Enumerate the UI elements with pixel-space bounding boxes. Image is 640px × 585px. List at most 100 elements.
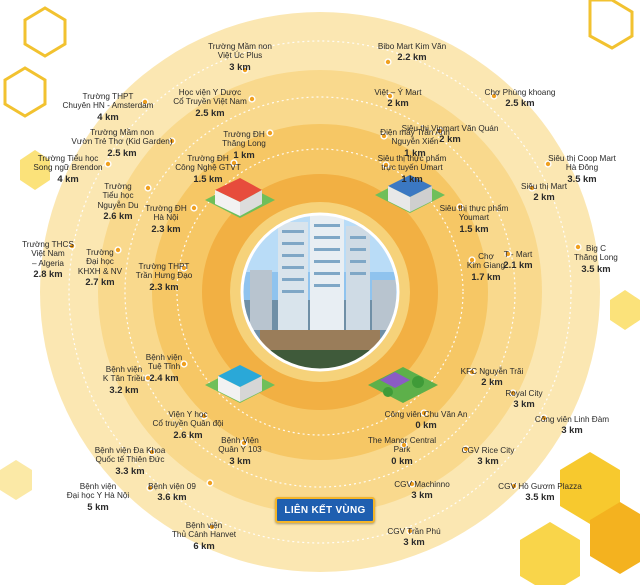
location-label: Công viên Linh Đàm 3 km: [535, 415, 609, 436]
location-dot: [145, 185, 151, 191]
location-label: CGV Rice City 3 km: [462, 446, 515, 467]
location-distance: 3 km: [403, 536, 425, 548]
location-name: Quân Y 103: [218, 445, 262, 455]
location-distance: 3 km: [513, 398, 535, 410]
hexagon-decor-filled: [0, 150, 640, 585]
location-label: Siêu thị Vinmart Văn Quán 2 km: [402, 124, 499, 145]
location-name: Bệnh viện: [105, 365, 143, 374]
location-name: CGV Hồ Gươm Plazza: [498, 482, 582, 491]
location-dot: [383, 162, 389, 168]
location-label: Điện máy Trần Anh Nguyễn Xiển 1 km: [380, 128, 450, 159]
location-markers: [68, 58, 582, 535]
location-label: Trường THCS Việt Nam – Algeria 2.8 km: [22, 240, 74, 280]
location-dot: [207, 480, 213, 486]
location-name: Đại học: [86, 257, 114, 267]
location-dot: [201, 413, 207, 419]
location-distance: 3 km: [477, 455, 499, 467]
location-dot: [545, 161, 551, 167]
location-name: Trường THPT: [82, 92, 134, 101]
location-name: Cổ Truyền Việt Nam: [173, 97, 247, 107]
location-dot: [529, 185, 535, 191]
location-dot: [115, 247, 121, 253]
location-name: CGV Trần Phú: [387, 527, 441, 536]
location-distance: 1 km: [233, 148, 255, 160]
location-dot: [491, 93, 497, 99]
location-dot: [267, 130, 273, 136]
location-name: KFC Nguyễn Trãi: [460, 367, 524, 376]
location-distance: 2.5 km: [505, 97, 535, 109]
location-label: CGV Machinno 3 km: [394, 480, 450, 501]
location-label: Bệnh viện 09 3.6 km: [148, 482, 196, 503]
location-label: Viện Y học Cổ truyền Quân đội 2.6 km: [152, 410, 223, 441]
location-dot: [231, 160, 237, 166]
location-name: Thủ Cảnh Hanvet: [171, 530, 237, 540]
location-name: Siêu thị Vinmart Văn Quán: [401, 124, 499, 133]
location-distance: 3 km: [229, 454, 251, 466]
location-label: Chợ Kim Giang 1.7 km: [467, 252, 505, 283]
location-dot: [169, 138, 175, 144]
location-dot: [181, 361, 187, 367]
location-name: Bệnh viện 09: [148, 482, 196, 491]
location-distance: 2.3 km: [151, 222, 181, 234]
location-name: Trường ĐH: [223, 130, 265, 139]
location-distance: 3 km: [411, 489, 433, 501]
location-name: Bibo Mart Kim Văn: [377, 42, 447, 51]
location-dot: [469, 257, 475, 263]
location-distance: 4 km: [57, 172, 79, 184]
location-name: Hà Nội: [153, 213, 179, 223]
location-name: The Manor Central: [367, 436, 437, 445]
location-name: Chuyên HN - Amsterdam: [62, 101, 154, 111]
location-distance: 2.5 km: [195, 106, 225, 118]
location-distance: 3 km: [561, 424, 583, 436]
location-name: Chợ: [478, 252, 494, 261]
location-name: Thăng Long: [222, 139, 266, 149]
location-name: Park: [393, 445, 411, 455]
location-distance: 2.3 km: [149, 280, 179, 292]
hospital-building-illustration: [205, 365, 275, 403]
park-illustration: [368, 367, 438, 403]
location-name: Đại học Y Hà Nội: [66, 491, 130, 501]
location-label: Trường THPT Trần Hưng Đạo 2.3 km: [136, 262, 193, 293]
location-name: Quốc tế Thiên Đức: [95, 455, 165, 465]
location-dot: [149, 449, 155, 455]
location-dot: [381, 133, 387, 139]
location-name: Trường Tiểu học: [37, 154, 99, 163]
location-name: Trường Mầm non: [90, 128, 154, 137]
location-name: Nguyễn Xiển: [391, 137, 439, 147]
location-name: Trường ĐH: [187, 154, 229, 163]
location-name: K Tân Triều: [102, 374, 146, 384]
location-name: Vườn Trẻ Thơ (Kid Garden): [71, 137, 173, 147]
location-distance: 2.4 km: [149, 371, 179, 383]
location-dot: [457, 204, 463, 210]
location-label: Siêu thị Mart 2 km: [521, 182, 567, 203]
location-distance: 2.2 km: [397, 51, 427, 63]
location-label: Siêu thị thực phẩm trực tuyến Umart 1 km: [378, 154, 447, 185]
location-dot: [387, 93, 393, 99]
location-name: Bệnh viện Đa Khoa: [94, 446, 166, 455]
location-name: Cổ truyền Quân đội: [152, 419, 224, 429]
location-label: Công viên Chu Văn An 0 km: [385, 410, 468, 431]
location-name: Royal City: [505, 389, 543, 398]
location-label: Trường Mầm non Vườn Trẻ Thơ (Kid Garden) 2…: [71, 128, 172, 159]
location-dot: [401, 442, 407, 448]
location-dot: [505, 251, 511, 257]
location-dot: [437, 128, 443, 134]
location-label: Bệnh viện Đa Khoa Quốc tế Thiên Đức 3.3 km: [95, 446, 166, 477]
location-distance: 3.6 km: [157, 491, 187, 503]
location-name: Trường: [86, 248, 114, 257]
location-distance: 2 km: [533, 191, 555, 203]
location-dot: [242, 67, 248, 73]
location-distance: 1 km: [401, 172, 423, 184]
location-name: Thăng Long: [574, 253, 618, 263]
location-dot: [385, 59, 391, 65]
shopping-mall-illustration: [375, 175, 445, 213]
location-name: CGV Machinno: [394, 480, 450, 489]
region-link-banner: LIÊN KẾT VÙNG: [275, 497, 375, 523]
location-dot: [191, 205, 197, 211]
location-label: Trường ĐH Công Nghệ GTVT 1.5 km: [175, 154, 241, 185]
location-label: Big C Thăng Long 3.5 km: [574, 244, 618, 275]
location-distance: 3.2 km: [109, 383, 139, 395]
location-name: T - Mart: [503, 250, 533, 259]
location-distance: 1 km: [404, 146, 426, 158]
